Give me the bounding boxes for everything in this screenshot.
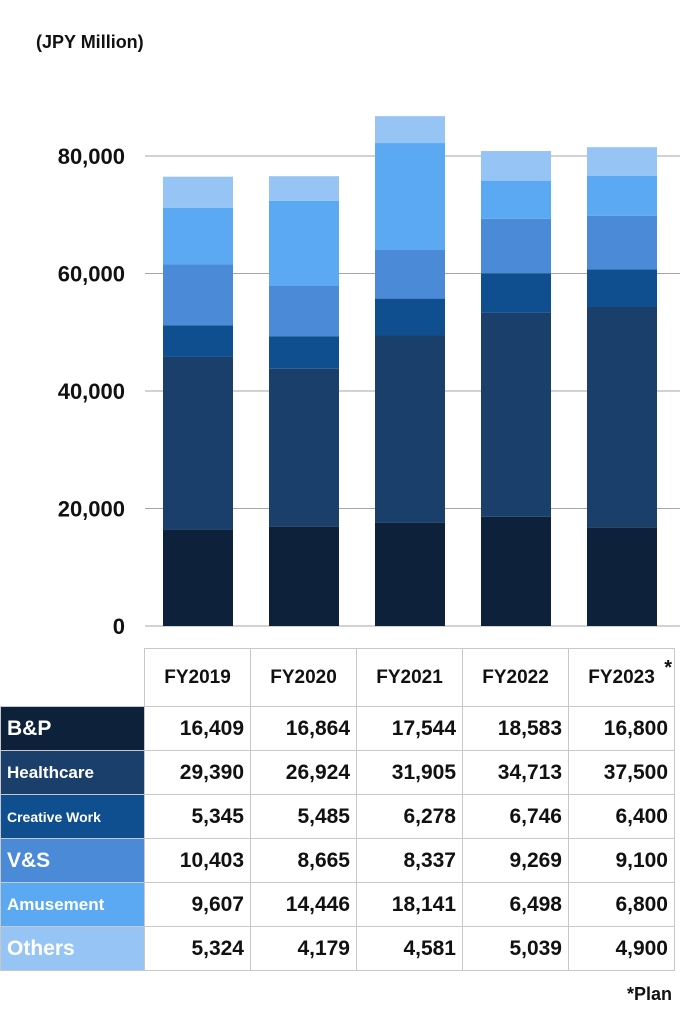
table-cell: 14,446 [250,882,357,927]
table-cell: 16,409 [144,706,251,751]
table-cell: 10,403 [144,838,251,883]
column-header-label: FY2020 [270,666,337,688]
table-cell: 4,179 [250,926,357,971]
y-tick-label: 60,000 [58,262,125,287]
bar-segment [587,215,657,270]
table-cell: 8,337 [356,838,463,883]
column-header: FY2020 [250,648,357,707]
table-cell: 5,485 [250,794,357,839]
table-row: Amusement 9,607 14,446 18,141 6,498 6,80… [0,882,675,927]
bar-segment [269,285,339,337]
bar-segment [163,356,233,530]
bar-segment [163,176,233,208]
bar-segment [163,207,233,265]
table-header-row: FY2019 FY2020 FY2021 FY2022 FY2023 * [0,648,675,707]
table-cell: 5,345 [144,794,251,839]
y-tick-label: 40,000 [58,379,125,404]
bar-segment [481,273,551,313]
bar-segment [269,336,339,369]
bar-segment [587,306,657,528]
table-cell: 9,269 [462,838,569,883]
stacked-bar-chart: 0 20,000 40,000 60,000 80,000 [58,116,680,639]
column-header: FY2019 [144,648,251,707]
bar-segment [587,269,657,307]
bar-segment [375,143,445,250]
footnote: *Plan [626,984,672,1004]
bar-segment [375,522,445,626]
bar-segment [481,180,551,219]
table-cell: 26,924 [250,750,357,795]
row-label: Others [0,926,145,971]
table-cell: 18,583 [462,706,569,751]
row-label: Creative Work [0,794,145,839]
column-header: FY2021 [356,648,463,707]
bar-segment [375,116,445,144]
table-cell: 6,278 [356,794,463,839]
table-row: B&P 16,409 16,864 17,544 18,583 16,800 [0,706,675,751]
unit-label: (JPY Million) [36,32,144,52]
table-cell: 17,544 [356,706,463,751]
column-header-label: FY2021 [376,666,443,688]
table-corner [0,648,145,707]
bar-segment [481,312,551,517]
y-tick-label: 0 [113,614,125,639]
column-header: FY2022 [462,648,569,707]
table-cell: 5,039 [462,926,569,971]
table-cell: 6,400 [568,794,675,839]
y-tick-label: 80,000 [58,144,125,169]
table-cell: 16,864 [250,706,357,751]
bar-segment [163,325,233,357]
row-label: Amusement [0,882,145,927]
bar-segment [587,527,657,626]
table-cell: 5,324 [144,926,251,971]
table-cell: 37,500 [568,750,675,795]
bar-segment [375,335,445,523]
bar-segment [163,529,233,626]
bar-segment [269,200,339,286]
bar-segment [481,151,551,181]
table-cell: 18,141 [356,882,463,927]
bar-segment [481,516,551,626]
table-cell: 6,746 [462,794,569,839]
table-row: V&S 10,403 8,665 8,337 9,269 9,100 [0,838,675,883]
bar-segment [269,368,339,527]
bar-segment [587,147,657,176]
table-row: Healthcare 29,390 26,924 31,905 34,713 3… [0,750,675,795]
bar-segment [269,526,339,626]
column-header-label: FY2023 [588,666,655,688]
column-header: FY2023 * [568,648,675,707]
table-cell: 29,390 [144,750,251,795]
table-cell: 6,800 [568,882,675,927]
bar-segment [269,176,339,201]
table-cell: 4,900 [568,926,675,971]
plan-mark: * [664,657,672,679]
bar-segment [163,264,233,326]
row-label: Healthcare [0,750,145,795]
bar-segment [481,218,551,274]
bar-segment [375,298,445,336]
column-header-label: FY2019 [164,666,231,688]
table-cell: 34,713 [462,750,569,795]
data-table: FY2019 FY2020 FY2021 FY2022 FY2023 * B&P … [0,648,675,971]
row-label: V&S [0,838,145,883]
table-cell: 6,498 [462,882,569,927]
table-cell: 31,905 [356,750,463,795]
y-tick-label: 20,000 [58,497,125,522]
table-row: Others 5,324 4,179 4,581 5,039 4,900 [0,926,675,971]
bar-segment [587,175,657,216]
table-row: Creative Work 5,345 5,485 6,278 6,746 6,… [0,794,675,839]
table-cell: 16,800 [568,706,675,751]
table-cell: 9,607 [144,882,251,927]
row-label: B&P [0,706,145,751]
table-cell: 9,100 [568,838,675,883]
table-cell: 8,665 [250,838,357,883]
column-header-label: FY2022 [482,666,549,688]
table-cell: 4,581 [356,926,463,971]
bar-segment [375,249,445,299]
